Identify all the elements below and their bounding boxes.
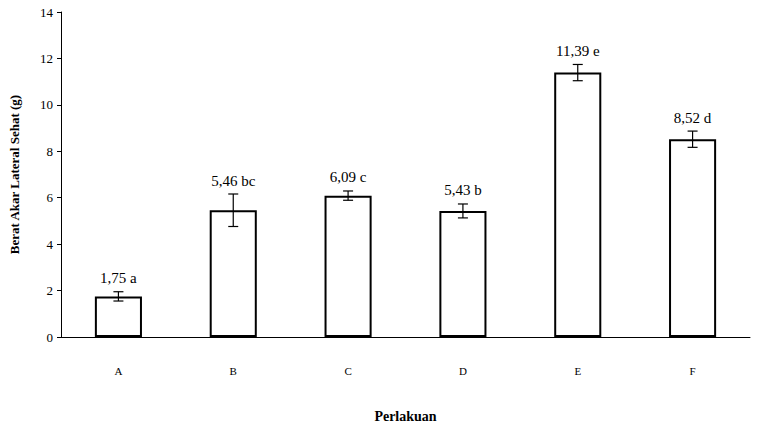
svg-text:0: 0	[47, 330, 54, 345]
svg-text:8,52 d: 8,52 d	[674, 110, 712, 126]
svg-text:B: B	[230, 365, 237, 377]
svg-text:E: E	[574, 365, 581, 377]
svg-text:10: 10	[40, 97, 53, 112]
svg-text:11,39 e: 11,39 e	[556, 43, 600, 59]
svg-text:4: 4	[47, 237, 54, 252]
svg-text:5,43 b: 5,43 b	[444, 182, 482, 198]
svg-text:6,09 c: 6,09 c	[330, 169, 367, 185]
svg-text:5,46 bc: 5,46 bc	[211, 173, 256, 189]
svg-text:Perlakuan: Perlakuan	[374, 409, 436, 424]
svg-text:C: C	[344, 365, 351, 377]
svg-text:Berat Akar Lateral Sehat (g): Berat Akar Lateral Sehat (g)	[7, 95, 22, 254]
svg-text:12: 12	[40, 51, 53, 66]
svg-text:2: 2	[47, 283, 54, 298]
svg-text:D: D	[459, 365, 467, 377]
svg-text:F: F	[690, 365, 696, 377]
svg-text:8: 8	[47, 144, 54, 159]
svg-text:14: 14	[40, 5, 54, 20]
svg-text:1,75 a: 1,75 a	[100, 270, 137, 286]
svg-text:A: A	[114, 365, 122, 377]
svg-text:6: 6	[47, 190, 54, 205]
